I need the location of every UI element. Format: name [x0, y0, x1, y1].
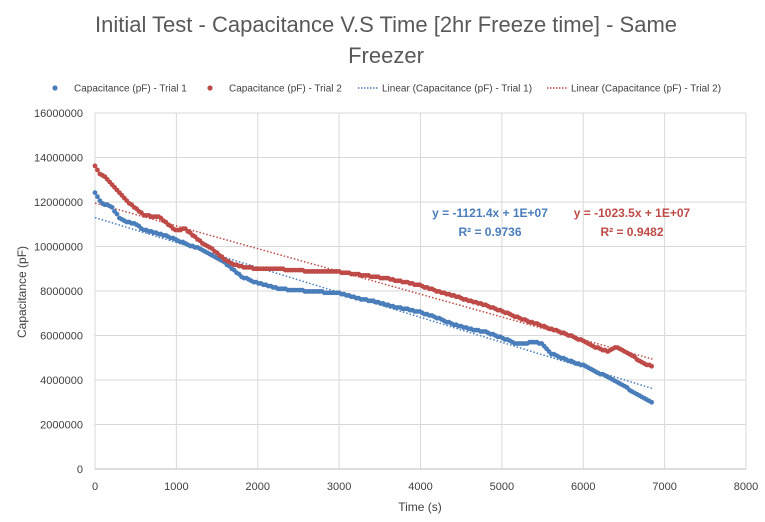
legend-item: Capacitance (pF) - Trial 1: [52, 84, 187, 95]
x-tick-label: 3000: [327, 481, 351, 493]
x-axis-ticks: 0 1000 2000 3000 4000 5000 6000 7000 8000: [92, 481, 758, 493]
data-point-trial-1: [95, 194, 100, 200]
y-tick-label: 12000000: [34, 197, 83, 209]
data-points: [92, 163, 655, 405]
x-tick-label: 4000: [408, 481, 432, 493]
y-tick-label: 16000000: [34, 108, 83, 120]
x-axis-label: Time (s): [398, 500, 442, 514]
y-tick-label: 4000000: [40, 375, 83, 387]
legend-item: Capacitance (pF) - Trial 2: [207, 84, 342, 95]
data-point-trial-1: [114, 211, 120, 217]
data-point-trial-1: [109, 204, 115, 210]
legend-item: Linear (Capacitance (pF) - Trial 1): [358, 84, 532, 95]
x-tick-label: 5000: [490, 481, 514, 493]
trial2-r2: R² = 0.9482: [600, 225, 663, 239]
legend: Capacitance (pF) - Trial 1 Capacitance (p…: [52, 84, 721, 95]
y-tick-label: 0: [77, 464, 83, 476]
x-tick-label: 2000: [246, 481, 270, 493]
trial2-equation: y = -1023.5x + 1E+07: [574, 206, 691, 220]
data-point-trial-2: [92, 163, 98, 169]
y-tick-label: 6000000: [40, 331, 83, 343]
data-point-trial-1: [92, 190, 98, 196]
legend-label: Capacitance (pF) - Trial 2: [229, 84, 342, 95]
legend-item: Linear (Capacitance (pF) - Trial 2): [547, 84, 721, 95]
data-point-trial-1: [649, 399, 655, 405]
legend-marker: [52, 85, 58, 91]
legend-label: Capacitance (pF) - Trial 1: [74, 84, 187, 95]
x-tick-label: 8000: [734, 481, 758, 493]
legend-label: Linear (Capacitance (pF) - Trial 1): [382, 84, 532, 95]
x-tick-label: 1000: [164, 481, 188, 493]
x-tick-label: 6000: [571, 481, 595, 493]
y-tick-label: 2000000: [40, 420, 83, 432]
chart-title-line1: Initial Test - Capacitance V.S Time [2hr…: [95, 12, 677, 37]
gridlines: [94, 112, 747, 470]
x-tick-label: 7000: [652, 481, 676, 493]
legend-marker: [207, 85, 213, 91]
y-tick-label: 10000000: [34, 242, 83, 254]
x-tick-label: 0: [92, 481, 98, 493]
y-tick-label: 8000000: [40, 286, 83, 298]
trial1-r2: R² = 0.9736: [458, 225, 521, 239]
chart-title-line2: Freezer: [348, 43, 424, 68]
data-point-trial-2: [649, 363, 655, 369]
y-axis-ticks: 0 2000000 4000000 6000000 8000000 10000000 120…: [34, 108, 83, 476]
y-axis-label: Capacitance (pF): [15, 246, 29, 338]
legend-label: Linear (Capacitance (pF) - Trial 2): [571, 84, 721, 95]
data-point-trial-2: [95, 167, 100, 173]
y-tick-label: 14000000: [34, 153, 83, 165]
trial1-equation: y = -1121.4x + 1E+07: [432, 206, 548, 220]
